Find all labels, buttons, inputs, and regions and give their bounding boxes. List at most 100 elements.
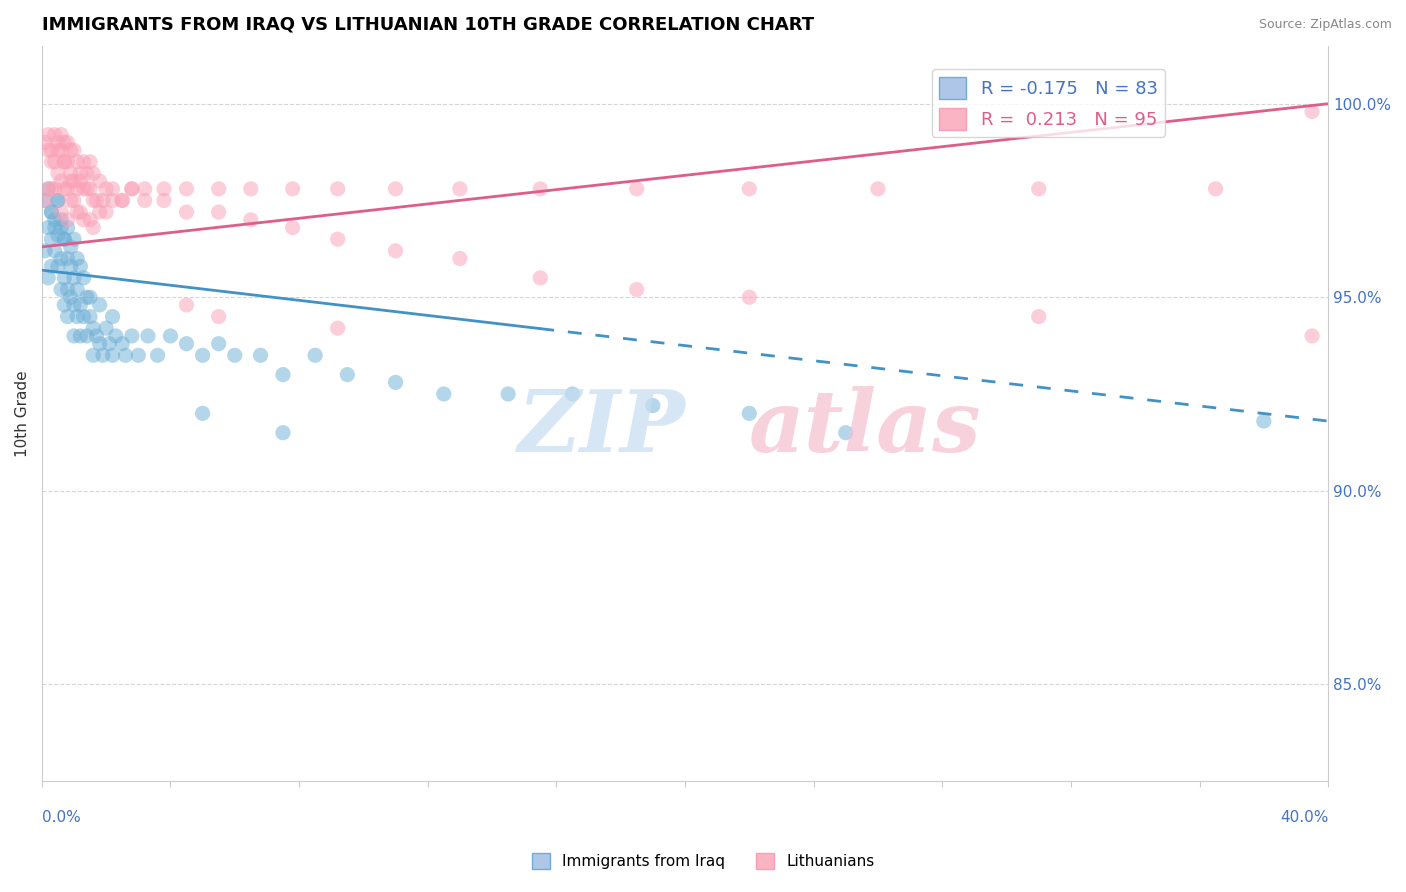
Point — [46, 194, 69, 208]
Point — [69, 260, 91, 274]
Point — [53, 298, 76, 312]
Point — [53, 136, 76, 150]
Point — [44, 182, 66, 196]
Point — [59, 194, 82, 208]
Point — [94, 321, 117, 335]
Text: Source: ZipAtlas.com: Source: ZipAtlas.com — [1258, 18, 1392, 31]
Point — [326, 182, 349, 196]
Point — [56, 220, 79, 235]
Point — [34, 194, 56, 208]
Point — [79, 290, 101, 304]
Point — [69, 166, 91, 180]
Point — [127, 348, 149, 362]
Point — [1301, 329, 1323, 343]
Point — [46, 228, 69, 243]
Point — [98, 336, 121, 351]
Point — [69, 174, 91, 188]
Point — [101, 194, 124, 208]
Point — [101, 310, 124, 324]
Point — [79, 310, 101, 324]
Point — [326, 321, 349, 335]
Point — [79, 154, 101, 169]
Point — [72, 212, 94, 227]
Point — [41, 182, 63, 196]
Point — [153, 194, 176, 208]
Point — [72, 271, 94, 285]
Point — [529, 182, 551, 196]
Point — [56, 252, 79, 266]
Point — [49, 252, 72, 266]
Point — [104, 329, 127, 343]
Point — [738, 406, 761, 420]
Point — [121, 182, 143, 196]
Point — [191, 348, 214, 362]
Text: 0.0%: 0.0% — [42, 811, 80, 825]
Point — [41, 205, 63, 219]
Point — [63, 232, 86, 246]
Point — [101, 182, 124, 196]
Point — [271, 368, 294, 382]
Point — [1205, 182, 1227, 196]
Point — [89, 298, 111, 312]
Point — [449, 252, 471, 266]
Point — [159, 329, 181, 343]
Point — [37, 182, 59, 196]
Point — [63, 143, 86, 157]
Point — [76, 166, 98, 180]
Point — [336, 368, 359, 382]
Point — [56, 283, 79, 297]
Point — [1028, 182, 1050, 196]
Text: ZIP: ZIP — [517, 386, 686, 470]
Legend: R = -0.175   N = 83, R =  0.213   N = 95: R = -0.175 N = 83, R = 0.213 N = 95 — [932, 70, 1164, 137]
Point — [63, 194, 86, 208]
Point — [49, 212, 72, 227]
Point — [46, 260, 69, 274]
Point — [208, 205, 231, 219]
Point — [44, 154, 66, 169]
Point — [41, 260, 63, 274]
Point — [304, 348, 326, 362]
Point — [37, 220, 59, 235]
Point — [41, 205, 63, 219]
Point — [59, 174, 82, 188]
Point — [326, 232, 349, 246]
Point — [49, 128, 72, 142]
Point — [433, 387, 456, 401]
Point — [53, 154, 76, 169]
Point — [153, 182, 176, 196]
Point — [44, 212, 66, 227]
Point — [46, 136, 69, 150]
Point — [384, 244, 406, 258]
Text: IMMIGRANTS FROM IRAQ VS LITHUANIAN 10TH GRADE CORRELATION CHART: IMMIGRANTS FROM IRAQ VS LITHUANIAN 10TH … — [42, 15, 814, 33]
Point — [44, 244, 66, 258]
Point — [63, 271, 86, 285]
Point — [66, 205, 89, 219]
Point — [66, 252, 89, 266]
Point — [49, 143, 72, 157]
Point — [1301, 104, 1323, 119]
Point — [59, 166, 82, 180]
Point — [46, 194, 69, 208]
Point — [69, 205, 91, 219]
Point — [641, 399, 664, 413]
Point — [89, 205, 111, 219]
Point — [561, 387, 583, 401]
Text: atlas: atlas — [749, 386, 981, 470]
Point — [146, 348, 169, 362]
Point — [249, 348, 271, 362]
Point — [835, 425, 858, 440]
Point — [114, 348, 136, 362]
Point — [69, 329, 91, 343]
Point — [134, 182, 156, 196]
Point — [56, 154, 79, 169]
Point — [94, 205, 117, 219]
Point — [91, 348, 114, 362]
Point — [69, 298, 91, 312]
Point — [79, 212, 101, 227]
Point — [208, 310, 231, 324]
Point — [49, 174, 72, 188]
Point — [37, 182, 59, 196]
Point — [56, 310, 79, 324]
Point — [626, 283, 648, 297]
Point — [66, 310, 89, 324]
